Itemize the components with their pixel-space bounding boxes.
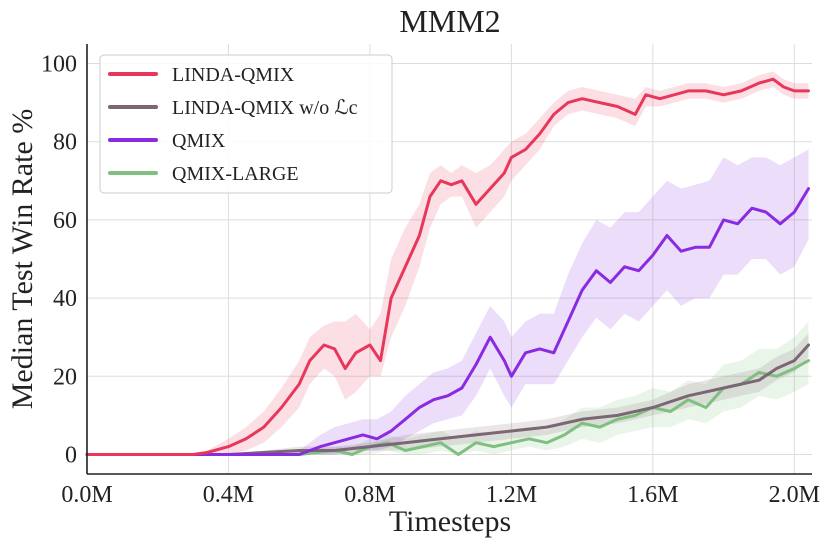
series-line-0 bbox=[85, 77, 810, 456]
legend-label: LINDA-QMIX bbox=[172, 64, 295, 86]
legend-box bbox=[99, 54, 393, 194]
y-tick-label: 40 bbox=[53, 286, 77, 312]
chart-title: MMM2 bbox=[399, 3, 500, 39]
x-tick-label: 2.0M bbox=[769, 482, 820, 508]
series-line-3 bbox=[85, 359, 810, 456]
y-tick-labels: 0 20 40 60 80 100 bbox=[41, 52, 77, 469]
y-axis-label: Median Test Win Rate % bbox=[6, 109, 39, 410]
confidence-bands bbox=[87, 71, 809, 455]
y-tick-label: 60 bbox=[53, 208, 77, 234]
axes bbox=[86, 44, 812, 475]
x-tick-label: 0.4M bbox=[203, 482, 254, 508]
x-tick-label: 1.2M bbox=[486, 482, 537, 508]
x-axis-label: Timesteps bbox=[389, 505, 511, 538]
y-tick-label: 20 bbox=[53, 364, 77, 390]
series-lines bbox=[85, 77, 810, 456]
series-line-2 bbox=[85, 187, 810, 456]
legend-label: QMIX bbox=[172, 130, 226, 152]
x-tick-labels: 0.0M 0.4M 0.8M 1.2M 1.6M 2.0M bbox=[61, 482, 820, 508]
y-tick-label: 80 bbox=[53, 130, 77, 156]
series-band-3 bbox=[87, 321, 809, 455]
y-tick-label: 100 bbox=[41, 52, 77, 78]
x-tick-label: 0.0M bbox=[61, 482, 112, 508]
series-band-2 bbox=[87, 149, 809, 455]
series-band-1 bbox=[87, 333, 809, 455]
legend-label: LINDA-QMIX w/o ℒc bbox=[172, 97, 358, 119]
legend: LINDA-QMIX LINDA-QMIX w/o ℒc QMIX QMIX-LARG… bbox=[99, 54, 393, 194]
legend-label: QMIX-LARGE bbox=[172, 163, 299, 185]
x-tick-label: 0.8M bbox=[344, 482, 395, 508]
x-tick-label: 1.6M bbox=[627, 482, 678, 508]
y-tick-label: 0 bbox=[65, 442, 77, 468]
